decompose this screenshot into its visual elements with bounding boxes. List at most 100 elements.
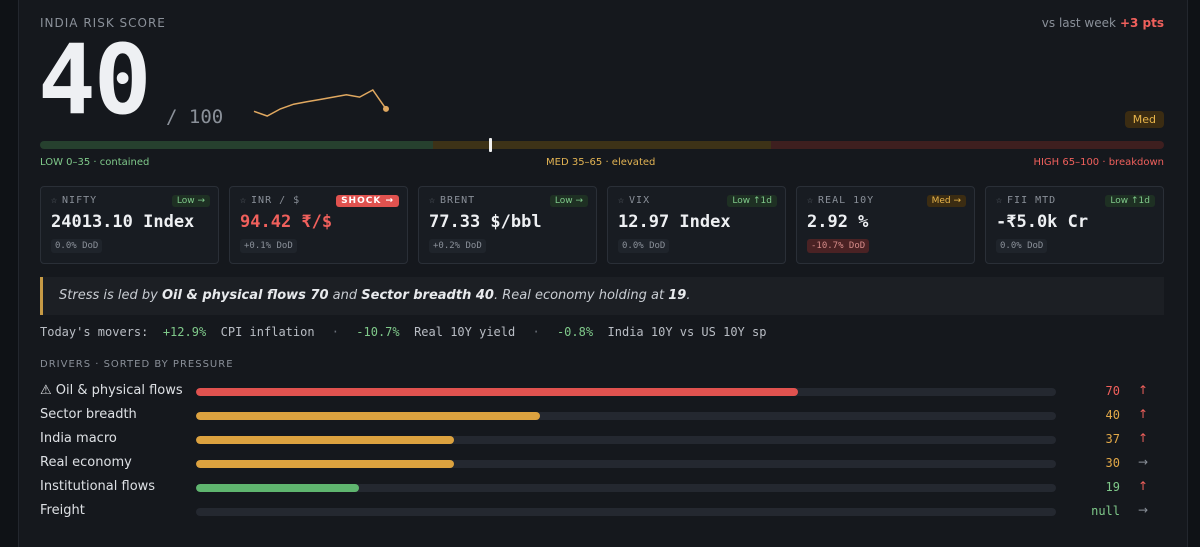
star-icon[interactable]: ☆ xyxy=(429,195,437,206)
card-change: +0.2% DoD xyxy=(429,239,486,253)
driver-value: 37 xyxy=(1105,432,1120,446)
star-icon[interactable]: ☆ xyxy=(240,195,248,206)
card-name: BRENT xyxy=(440,195,476,206)
card-fii-mtd[interactable]: ☆ FII MTD Low ↑1d -₹5.0k Cr 0.0% DoD xyxy=(985,186,1164,264)
driver-value: 70 xyxy=(1105,384,1120,398)
card-real-10y[interactable]: ☆ REAL 10Y Med → 2.92 % -10.7% DoD xyxy=(796,186,975,264)
driver-row[interactable]: Institutional flows 19 ↑ xyxy=(40,478,1164,498)
sparkline-line xyxy=(253,89,387,117)
driver-row[interactable]: Real economy 30 → xyxy=(40,454,1164,474)
high-zone-bar xyxy=(770,141,1164,149)
driver-track xyxy=(196,508,1056,516)
score-max: / 100 xyxy=(166,106,224,128)
card-nifty[interactable]: ☆ NIFTY Low → 24013.10 Index 0.0% DoD xyxy=(40,186,219,264)
mover-name: Real 10Y yield xyxy=(414,325,516,339)
arrow-right-icon: → xyxy=(1137,503,1148,517)
driver-fill xyxy=(196,412,540,420)
status-badge: Low → xyxy=(171,195,210,207)
med-zone-label: MED 35–65 · elevated xyxy=(546,157,656,168)
driver-name: India macro xyxy=(40,431,117,446)
driver-name: Sector breadth xyxy=(40,407,137,422)
mover-name: CPI inflation xyxy=(220,325,315,339)
card-name: REAL 10Y xyxy=(818,195,875,206)
level-badge: Med xyxy=(1124,111,1164,128)
card-inr-usd[interactable]: ☆ INR / $ SHOCK → 94.42 ₹/$ +0.1% DoD xyxy=(229,186,408,264)
driver-row[interactable]: India macro 37 ↑ xyxy=(40,430,1164,450)
driver-value: 19 xyxy=(1105,480,1120,494)
mover-delta: -0.8% xyxy=(556,325,594,339)
card-name: FII MTD xyxy=(1007,195,1057,206)
card-value: 24013.10 Index xyxy=(51,212,195,232)
arrow-up-icon: ↑ xyxy=(1137,431,1148,445)
weekly-comparison: vs last week +3 pts xyxy=(1042,16,1164,30)
card-value: 77.33 $/bbl xyxy=(429,212,542,232)
status-badge: Low ↑1d xyxy=(727,195,777,207)
status-badge: Low ↑1d xyxy=(1105,195,1155,207)
arrow-up-icon: ↑ xyxy=(1137,383,1148,397)
score-marker xyxy=(488,138,492,152)
card-brent[interactable]: ☆ BRENT Low → 77.33 $/bbl +0.2% DoD xyxy=(418,186,597,264)
movers-label: Today's movers: xyxy=(40,325,149,339)
card-change: -10.7% DoD xyxy=(807,239,870,253)
driver-fill xyxy=(196,460,454,468)
risk-scale-track xyxy=(40,141,1164,149)
card-name: NIFTY xyxy=(62,195,98,206)
driver-fill xyxy=(196,436,454,444)
driver-row[interactable]: ⚠ Oil & physical flows 70 ↑ xyxy=(40,382,1164,402)
driver-row[interactable]: Sector breadth 40 ↑ xyxy=(40,406,1164,426)
arrow-up-icon: ↑ xyxy=(1137,407,1148,421)
card-change: 0.0% DoD xyxy=(51,239,103,253)
driver-name: ⚠ Oil & physical flows xyxy=(40,383,183,398)
mover-name: India 10Y vs US 10Y sp xyxy=(607,325,767,339)
indicator-cards: ☆ NIFTY Low → 24013.10 Index 0.0% DoD ☆ IN… xyxy=(40,186,1164,264)
card-name: VIX xyxy=(629,195,651,206)
card-change: 0.0% DoD xyxy=(996,239,1048,253)
card-change: +0.1% DoD xyxy=(240,239,297,253)
risk-panel xyxy=(18,0,1188,547)
low-zone-bar xyxy=(40,141,434,149)
high-zone-label: HIGH 65–100 · breakdown xyxy=(1033,157,1164,168)
card-vix[interactable]: ☆ VIX Low ↑1d 12.97 Index 0.0% DoD xyxy=(607,186,786,264)
star-icon[interactable]: ☆ xyxy=(807,195,815,206)
vs-delta: +3 pts xyxy=(1119,16,1164,30)
card-name: INR / $ xyxy=(251,195,301,206)
star-icon[interactable]: ☆ xyxy=(618,195,626,206)
insight-driver-3: 19 xyxy=(668,288,687,303)
driver-track xyxy=(196,388,1056,396)
separator: · xyxy=(532,325,540,339)
low-zone-label: LOW 0–35 · contained xyxy=(40,157,150,168)
status-badge: Med → xyxy=(926,195,966,207)
driver-value: 40 xyxy=(1105,408,1120,422)
page-title: INDIA RISK SCORE xyxy=(40,16,166,30)
driver-name: Real economy xyxy=(40,455,132,470)
vs-label: vs last week xyxy=(1041,16,1116,30)
status-badge: SHOCK → xyxy=(336,195,399,207)
score-sparkline xyxy=(253,89,389,117)
insight-driver-2: Sector breadth 40 xyxy=(361,288,494,303)
med-zone-bar xyxy=(433,141,771,149)
driver-value: null xyxy=(1091,504,1120,518)
driver-fill xyxy=(196,388,798,396)
star-icon[interactable]: ☆ xyxy=(51,195,59,206)
card-value: 2.92 % xyxy=(807,212,869,232)
driver-name: Freight xyxy=(40,503,85,518)
separator: · xyxy=(331,325,340,339)
drivers-heading: DRIVERS · SORTED BY PRESSURE xyxy=(40,359,234,370)
driver-track xyxy=(196,436,1056,444)
insight-callout: Stress is led by Oil & physical flows 70… xyxy=(40,277,1164,315)
card-change: 0.0% DoD xyxy=(618,239,670,253)
card-value: -₹5.0k Cr xyxy=(996,212,1089,232)
mover-delta: -10.7% xyxy=(356,325,400,339)
driver-value: 30 xyxy=(1105,456,1120,470)
todays-movers: Today's movers: +12.9% CPI inflation · -… xyxy=(40,325,766,339)
driver-track xyxy=(196,460,1056,468)
mover-delta: +12.9% xyxy=(162,325,207,339)
risk-score: 40 xyxy=(38,24,152,136)
star-icon[interactable]: ☆ xyxy=(996,195,1004,206)
driver-track xyxy=(196,412,1056,420)
sparkline-last-point xyxy=(383,105,389,112)
insight-driver-1: Oil & physical flows 70 xyxy=(161,288,329,303)
driver-name: Institutional flows xyxy=(40,479,156,494)
arrow-up-icon: ↑ xyxy=(1137,479,1148,493)
driver-row[interactable]: Freight null → xyxy=(40,502,1164,522)
